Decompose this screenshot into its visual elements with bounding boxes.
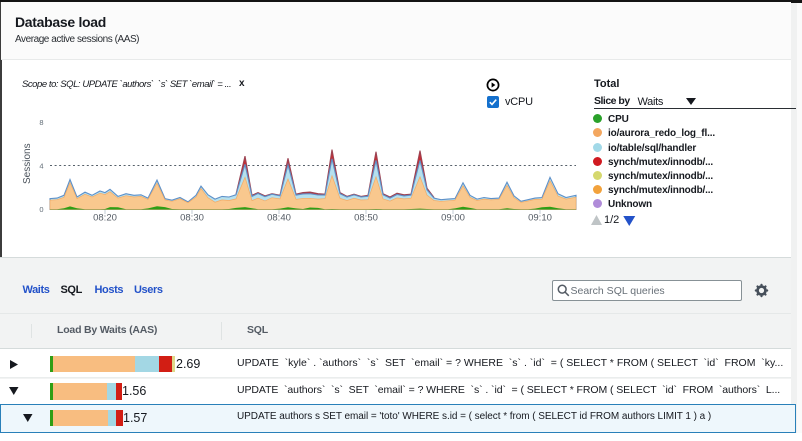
svg-text:09:10: 09:10 bbox=[528, 213, 552, 224]
svg-text:0: 0 bbox=[39, 205, 43, 214]
svg-text:08:40: 08:40 bbox=[267, 213, 291, 224]
svg-text:08:30: 08:30 bbox=[180, 213, 204, 224]
svg-text:08:50: 08:50 bbox=[354, 213, 378, 224]
svg-text:4: 4 bbox=[39, 162, 43, 171]
svg-text:08:20: 08:20 bbox=[93, 213, 117, 224]
svg-text:8: 8 bbox=[39, 118, 43, 127]
svg-text:09:00: 09:00 bbox=[441, 213, 465, 224]
